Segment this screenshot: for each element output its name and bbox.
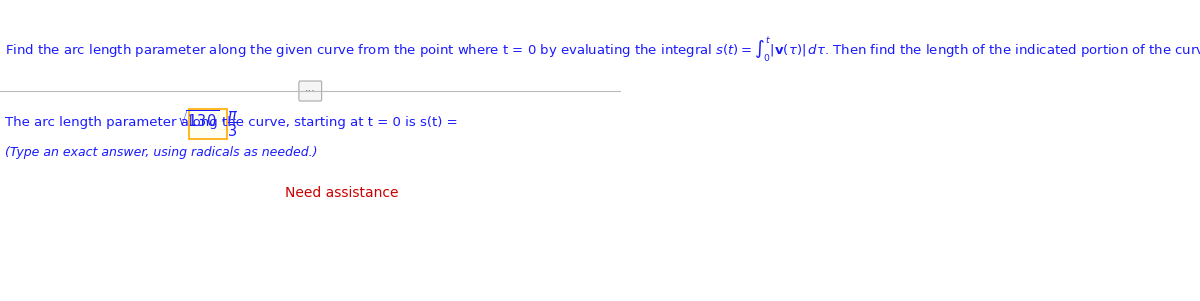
Text: Find the arc length parameter along the given curve from the point where t = 0 b: Find the arc length parameter along the … [5,36,1200,65]
Text: (Type an exact answer, using radicals as needed.): (Type an exact answer, using radicals as… [5,146,318,159]
Text: ···: ··· [305,86,316,96]
Text: Need assistance: Need assistance [284,186,398,200]
FancyBboxPatch shape [188,109,227,139]
Text: The arc length parameter along the curve, starting at t = 0 is s(t) =: The arc length parameter along the curve… [5,116,462,129]
FancyBboxPatch shape [299,81,322,101]
Text: $\sqrt{130} \cdot \dfrac{\pi}{3}$: $\sqrt{130} \cdot \dfrac{\pi}{3}$ [176,109,239,139]
